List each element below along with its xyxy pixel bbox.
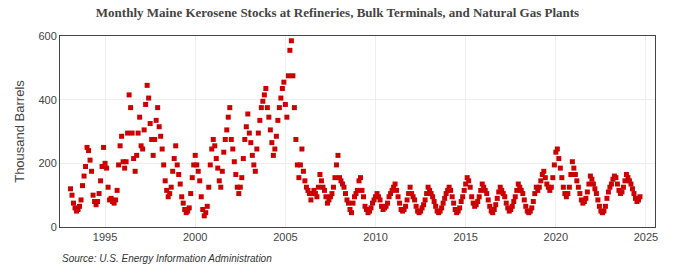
svg-text:0: 0 [51, 221, 57, 233]
svg-text:Thousand Barrels: Thousand Barrels [12, 80, 27, 183]
svg-text:2010: 2010 [363, 231, 387, 243]
svg-text:200: 200 [38, 157, 56, 169]
svg-text:Monthly Maine Kerosene Stocks: Monthly Maine Kerosene Stocks at Refiner… [96, 5, 579, 20]
svg-text:600: 600 [38, 30, 56, 42]
svg-text:2000: 2000 [183, 231, 207, 243]
svg-text:Source: U.S. Energy Informatio: Source: U.S. Energy Information Administ… [62, 253, 272, 264]
svg-text:2025: 2025 [634, 231, 658, 243]
svg-text:2020: 2020 [544, 231, 568, 243]
svg-text:2005: 2005 [273, 231, 297, 243]
svg-text:400: 400 [38, 94, 56, 106]
svg-text:2015: 2015 [453, 231, 477, 243]
svg-text:1995: 1995 [93, 231, 117, 243]
